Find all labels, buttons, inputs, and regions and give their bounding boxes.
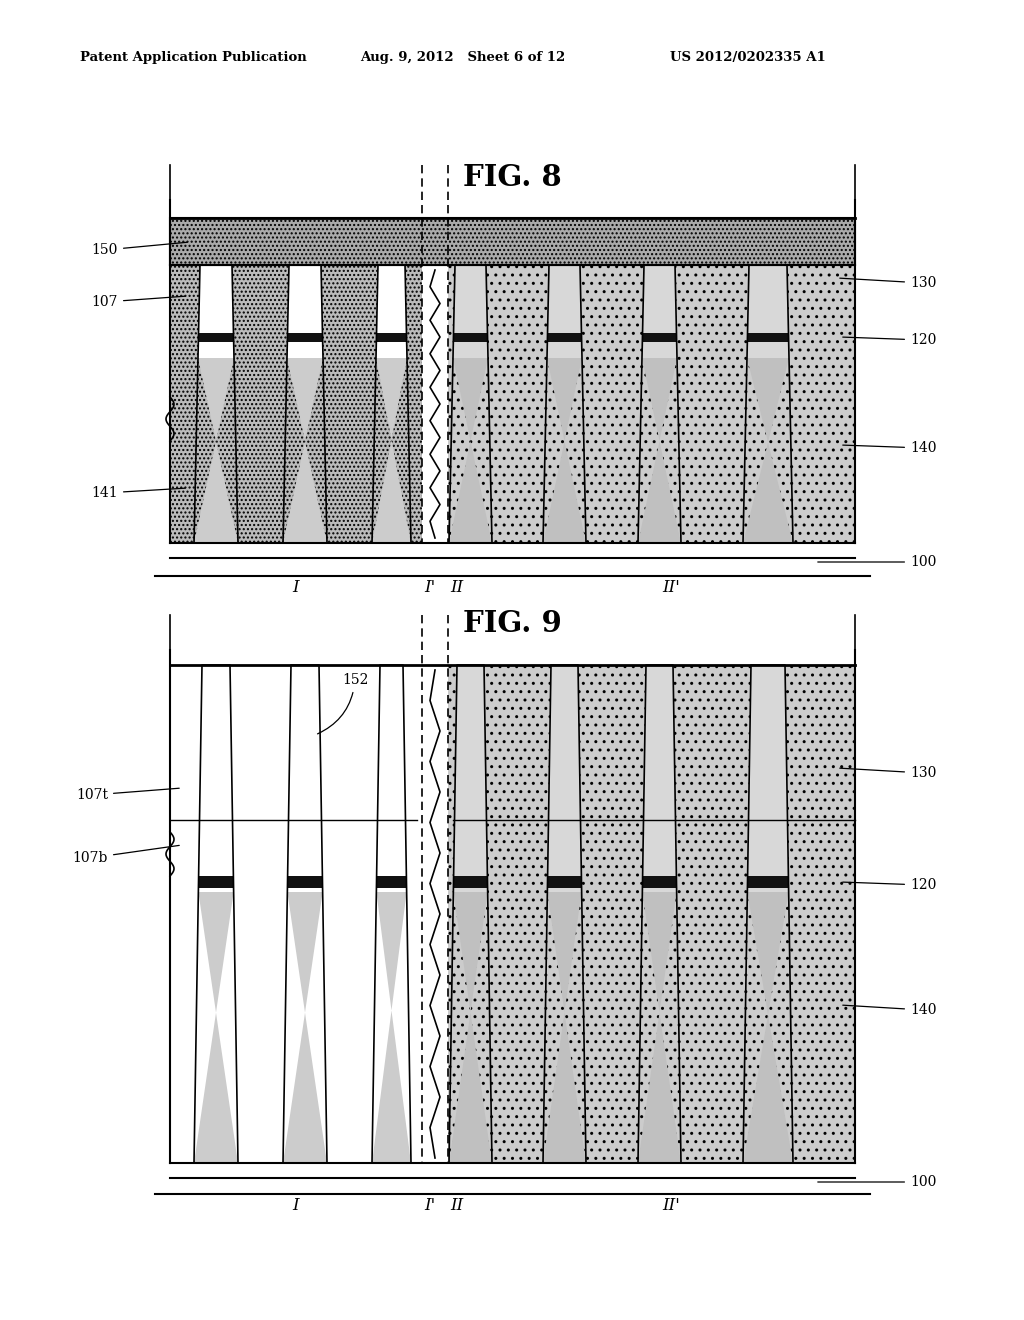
Text: Patent Application Publication: Patent Application Publication (80, 51, 307, 65)
Text: 140: 140 (843, 1003, 937, 1016)
Text: II': II' (663, 579, 680, 597)
Text: 100: 100 (818, 1175, 936, 1189)
Text: Aug. 9, 2012   Sheet 6 of 12: Aug. 9, 2012 Sheet 6 of 12 (360, 51, 565, 65)
Polygon shape (454, 333, 487, 342)
Bar (449, 665, 855, 1163)
Polygon shape (283, 892, 327, 1163)
Text: FIG. 8: FIG. 8 (463, 164, 561, 193)
Polygon shape (638, 892, 681, 1163)
Polygon shape (743, 358, 793, 543)
Polygon shape (453, 265, 488, 358)
Polygon shape (642, 665, 677, 892)
Polygon shape (372, 358, 411, 543)
Polygon shape (748, 333, 788, 342)
Polygon shape (746, 265, 790, 358)
Polygon shape (288, 876, 323, 888)
Text: I: I (293, 579, 299, 597)
Text: I': I' (424, 579, 435, 597)
Polygon shape (372, 892, 411, 1163)
Text: 100: 100 (818, 554, 936, 569)
Polygon shape (543, 358, 586, 543)
Bar (170, 665, 422, 1163)
Bar (170, 218, 855, 265)
Polygon shape (548, 876, 582, 888)
Polygon shape (199, 876, 233, 888)
Polygon shape (454, 665, 487, 892)
Text: 107: 107 (91, 294, 185, 309)
Text: I: I (293, 1197, 299, 1214)
Polygon shape (194, 358, 238, 543)
Text: 130: 130 (840, 766, 936, 780)
Polygon shape (283, 358, 327, 543)
Polygon shape (547, 265, 582, 358)
Polygon shape (377, 333, 407, 342)
Polygon shape (287, 265, 323, 358)
Text: 141: 141 (91, 486, 185, 500)
Polygon shape (638, 358, 681, 543)
Bar (170, 265, 422, 543)
Polygon shape (199, 333, 233, 342)
Text: US 2012/0202335 A1: US 2012/0202335 A1 (670, 51, 825, 65)
Text: I': I' (424, 1197, 435, 1214)
Polygon shape (743, 892, 793, 1163)
Text: 120: 120 (843, 333, 936, 347)
Text: 140: 140 (843, 441, 937, 455)
Text: 107t: 107t (76, 788, 179, 803)
Text: 120: 120 (843, 878, 936, 892)
Polygon shape (377, 665, 407, 892)
Polygon shape (376, 265, 407, 358)
Text: 107b: 107b (73, 845, 179, 865)
Polygon shape (548, 333, 582, 342)
Bar (449, 265, 855, 543)
Polygon shape (288, 333, 323, 342)
Polygon shape (449, 892, 492, 1163)
Text: 152: 152 (317, 673, 369, 734)
Polygon shape (642, 333, 677, 342)
Polygon shape (548, 665, 582, 892)
Polygon shape (642, 265, 677, 358)
Text: II': II' (663, 1197, 680, 1214)
Polygon shape (199, 665, 233, 892)
Text: II: II (450, 579, 463, 597)
Text: FIG. 9: FIG. 9 (463, 609, 561, 638)
Polygon shape (288, 665, 323, 892)
Polygon shape (377, 876, 407, 888)
Text: 130: 130 (840, 276, 936, 290)
Polygon shape (198, 265, 234, 358)
Text: 150: 150 (91, 243, 187, 257)
Polygon shape (543, 892, 586, 1163)
Polygon shape (454, 876, 487, 888)
Polygon shape (748, 665, 788, 892)
Text: II: II (450, 1197, 463, 1214)
Polygon shape (449, 358, 492, 543)
Polygon shape (748, 876, 788, 888)
Polygon shape (642, 876, 677, 888)
Polygon shape (194, 892, 238, 1163)
